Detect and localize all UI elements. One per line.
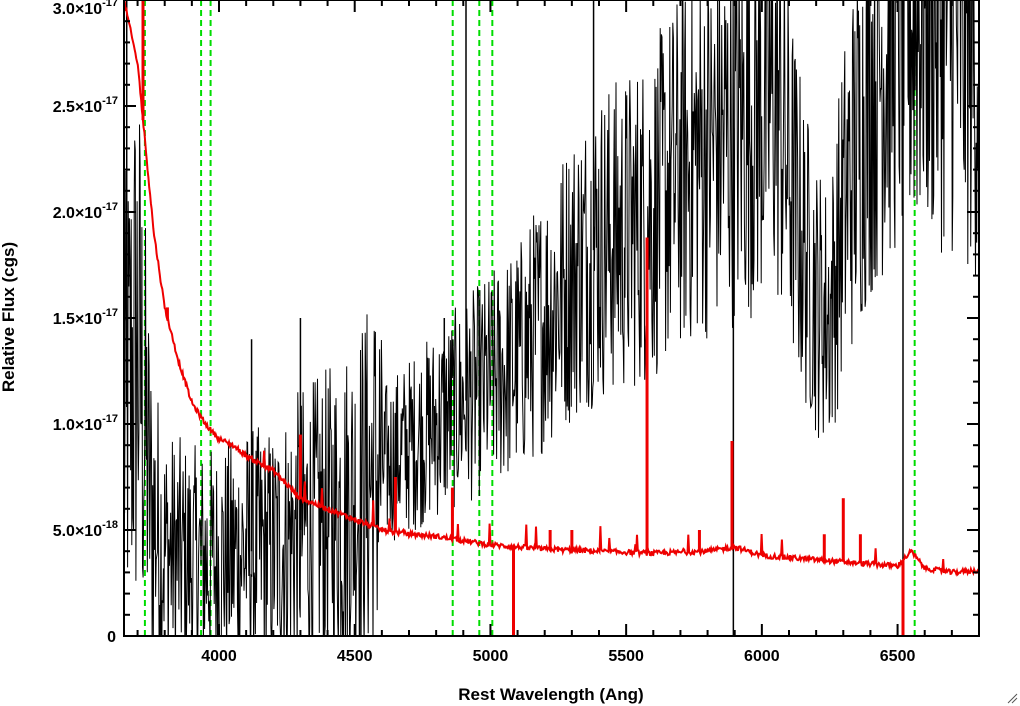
series-layer — [124, 0, 979, 636]
y-tick-label: 2.0×10-17 — [53, 201, 118, 222]
x-axis-title: Rest Wavelength (Ang) — [458, 685, 643, 704]
tick-marks — [124, 0, 980, 637]
x-tick-label: 5000 — [473, 648, 509, 665]
x-tick-label: 6500 — [880, 648, 916, 665]
x-tick-label: 5500 — [608, 648, 644, 665]
series-1 — [124, 0, 979, 636]
x-tick-label: 4000 — [201, 648, 237, 665]
series-0 — [124, 0, 979, 636]
y-tick-label: 5.0×10-18 — [53, 519, 118, 540]
x-tick-label: 4500 — [337, 648, 373, 665]
y-tick-label: 2.5×10-17 — [53, 95, 118, 116]
y-axis-title: Relative Flux (cgs) — [0, 242, 18, 392]
tick-labels: 4000 4500 5000 5500 6000 6500 0 5.0×10-18 1.0×10… — [53, 0, 916, 665]
y-tick-label: 1.0×10-17 — [53, 413, 118, 434]
y-tick-label: 0 — [107, 629, 116, 646]
resize-grip-icon[interactable] — [1006, 692, 1018, 704]
x-tick-label: 6000 — [744, 648, 780, 665]
y-tick-label: 3.0×10-17 — [53, 0, 118, 18]
series-0-line — [124, 0, 979, 636]
y-tick-label: 1.5×10-17 — [53, 307, 118, 328]
